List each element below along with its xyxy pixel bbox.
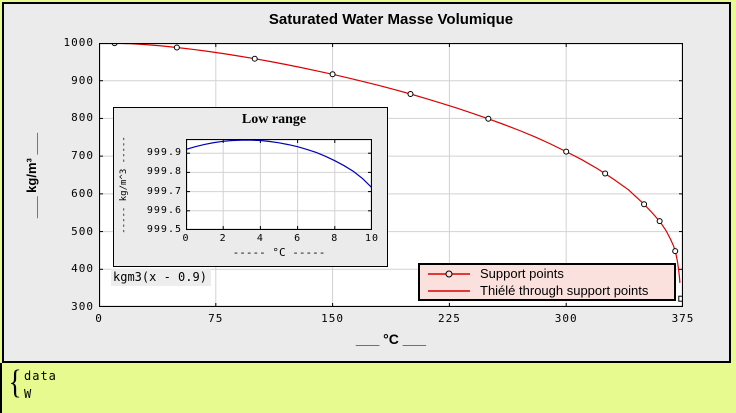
legend-item-support-points: Support points (426, 266, 674, 282)
x-tick-label: 225 (437, 312, 461, 325)
support-point-marker (602, 170, 609, 177)
inset-x-tick-label: 8 (331, 233, 339, 244)
inset-x-tick-label: 6 (294, 233, 302, 244)
inset-x-tick-label: 2 (219, 233, 227, 244)
support-point-marker (672, 248, 679, 255)
support-point-marker (641, 201, 648, 208)
curve-kgm3-x-0-9- (186, 139, 372, 189)
y-tick-label: 1000 (63, 36, 94, 49)
x-tick-label: 150 (321, 312, 345, 325)
formula-label[interactable]: kgm3(x - 0.9) (111, 269, 211, 286)
chart-title: Saturated Water Masse Volumique (268, 11, 514, 28)
legend-label: Support points (480, 266, 564, 281)
inset-title: Low range (241, 112, 307, 127)
support-point-marker (563, 148, 570, 155)
curve-thi-l-through-support-points (99, 43, 681, 283)
support-point-marker (329, 71, 336, 78)
inset-y-tick-label: 999.7 (146, 185, 182, 197)
plot-border (186, 139, 372, 230)
y-axis-label: ___ kg/m³ ___ (24, 132, 40, 218)
y-tick-label: 800 (71, 111, 94, 125)
plot-border (99, 43, 683, 307)
inset-plot-region[interactable]: Low range ----- kg/m^3 ----- 999.5 999.6 9… (113, 107, 388, 267)
x-tick-label: 375 (671, 312, 695, 325)
legend-label: Thiélé through support points (480, 283, 649, 298)
support-point-marker (173, 44, 180, 51)
worksheet-footer[interactable]: { data W (0, 363, 736, 413)
inset-y-tick-label: 999.6 (146, 204, 182, 216)
inset-x-tick-label: 10 (364, 233, 380, 244)
legend: Support points Thiélé through support po… (418, 263, 676, 301)
inset-y-tick-label: 999.8 (146, 166, 182, 178)
support-point-marker-square (678, 295, 683, 302)
support-point-marker (251, 55, 258, 62)
legend-item-thiele: Thiélé through support points (426, 283, 674, 299)
x-tick-label: 75 (208, 312, 224, 325)
inset-plot-area (186, 139, 372, 230)
y-tick-label: 400 (71, 262, 94, 276)
inset-y-axis-label: ----- kg/m^3 ----- (119, 135, 130, 234)
inset-y-tick-label: 999.5 (146, 224, 182, 235)
y-tick-label: 700 (71, 149, 94, 163)
legend-line-icon (428, 289, 470, 292)
inset-x-axis-label: ----- °C ----- (232, 246, 326, 259)
support-point-marker (485, 115, 492, 122)
support-point-marker (407, 91, 414, 98)
chart-region[interactable]: Saturated Water Masse Volumique ___ kg/m… (2, 2, 731, 363)
y-tick-label: 900 (71, 73, 94, 87)
x-axis-label: ___ °C ___ (355, 331, 427, 347)
support-point-marker (656, 218, 663, 225)
x-tick-label: 300 (554, 312, 578, 325)
y-tick-label: 600 (71, 186, 94, 200)
footer-line-data[interactable]: data (24, 369, 57, 383)
footer-line-w[interactable]: W (24, 387, 33, 401)
y-tick-label: 500 (71, 224, 94, 238)
inset-y-axis-label-wrap: ----- kg/m^3 ----- (114, 135, 134, 234)
vector-brace: { (8, 364, 22, 401)
plot-background (186, 139, 372, 230)
inset-x-tick-label: 0 (182, 233, 190, 244)
inset-y-tick-label: 999.9 (146, 147, 182, 159)
inset-x-tick-label: 4 (256, 233, 264, 244)
y-tick-label: 300 (71, 300, 94, 313)
x-tick-label: 0 (95, 312, 103, 325)
legend-circle-marker-icon (428, 270, 470, 277)
